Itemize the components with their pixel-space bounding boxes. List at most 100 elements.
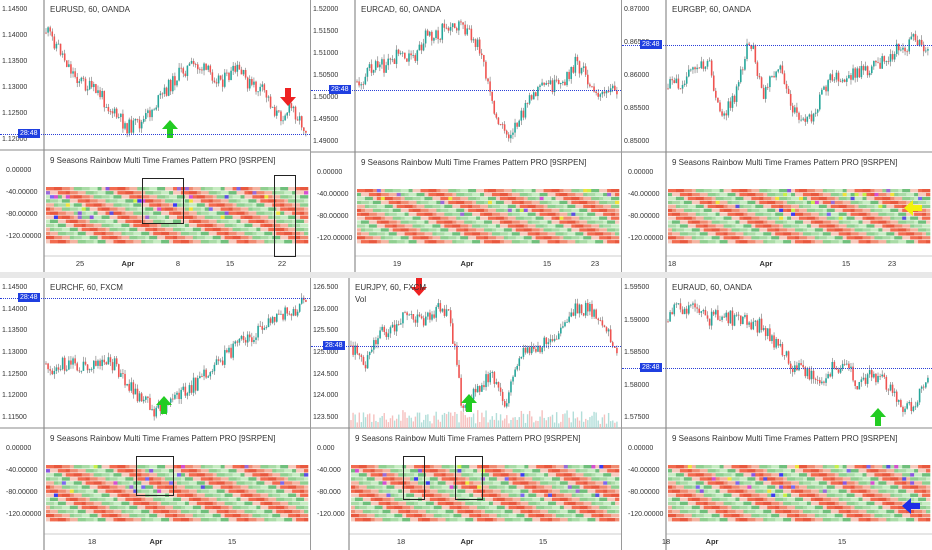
indicator-cell: [252, 203, 256, 206]
candle: [579, 304, 581, 318]
indicator-cell: [584, 469, 588, 472]
chart-canvas[interactable]: [0, 0, 310, 272]
indicator-cell: [284, 502, 288, 505]
chart-canvas[interactable]: [311, 278, 621, 550]
indicator-cell: [446, 485, 450, 488]
indicator-cell: [66, 510, 70, 513]
indicator-cell: [759, 201, 763, 204]
candle: [128, 379, 130, 392]
indicator-cell: [552, 236, 556, 239]
indicator-cell: [78, 469, 82, 472]
volume-bar: [523, 414, 524, 428]
indicator-cell: [607, 240, 611, 243]
indicator-cell: [70, 199, 74, 202]
indicator-cell: [288, 518, 292, 521]
price-tick-label: 1.12500: [2, 371, 27, 378]
indicator-cell: [819, 217, 823, 220]
indicator-cell: [276, 465, 280, 468]
candle: [585, 301, 587, 319]
indicator-cell: [233, 195, 237, 198]
time-axis-label: 23: [888, 259, 896, 268]
indicator-cell: [583, 220, 587, 223]
indicator-cell: [576, 465, 580, 468]
indicator-cell: [385, 205, 389, 208]
candle: [359, 353, 361, 359]
indicator-cell: [241, 506, 245, 509]
indicator-cell: [106, 506, 110, 509]
chart-panel-eurjpy[interactable]: EURJPY, 60, FXCMVol9 Seasons Rainbow Mul…: [311, 278, 621, 550]
indicator-cell: [386, 473, 390, 476]
indicator-cell: [480, 205, 484, 208]
chart-canvas[interactable]: [0, 278, 310, 550]
indicator-cell: [110, 502, 114, 505]
chart-panel-eurcad[interactable]: EURCAD, 60, OANDA9 Seasons Rainbow Multi…: [311, 0, 621, 272]
indicator-cell: [692, 228, 696, 231]
indicator-cell: [110, 224, 114, 227]
indicator-cell: [46, 510, 50, 513]
indicator-cell: [213, 481, 217, 484]
indicator-cell: [851, 213, 855, 216]
indicator-cell: [74, 216, 78, 219]
indicator-cell: [121, 481, 125, 484]
indicator-cell: [365, 232, 369, 235]
indicator-cell: [739, 201, 743, 204]
indicator-cell: [712, 236, 716, 239]
chart-panel-eurusd[interactable]: EURUSD, 60, OANDA9 Seasons Rainbow Multi…: [0, 0, 310, 272]
indicator-cell: [386, 469, 390, 472]
indicator-cell: [296, 216, 300, 219]
indicator-cell: [300, 514, 304, 517]
indicator-cell: [268, 485, 272, 488]
indicator-cell: [540, 224, 544, 227]
indicator-cell: [704, 224, 708, 227]
chart-canvas[interactable]: [311, 0, 621, 272]
candle: [214, 77, 216, 83]
indicator-cell: [615, 217, 619, 220]
indicator-cell: [803, 189, 807, 192]
indicator-cell: [284, 465, 288, 468]
indicator-cell: [696, 213, 700, 216]
indicator-cell: [361, 232, 365, 235]
indicator-cell: [381, 213, 385, 216]
indicator-cell: [696, 217, 700, 220]
indicator-cell: [460, 236, 464, 239]
volume-bar: [427, 414, 428, 428]
indicator-cell: [197, 502, 201, 505]
indicator-cell: [213, 465, 217, 468]
candle: [419, 312, 421, 317]
indicator-cell: [177, 228, 181, 231]
indicator-cell: [516, 232, 520, 235]
candle: [823, 86, 825, 90]
indicator-cell: [405, 228, 409, 231]
candle: [421, 314, 423, 320]
indicator-cell: [225, 465, 229, 468]
indicator-cell: [50, 485, 54, 488]
indicator-cell: [225, 240, 229, 243]
candle: [599, 93, 601, 101]
indicator-cell: [129, 494, 133, 497]
indicator-cell: [563, 213, 567, 216]
candle: [400, 319, 402, 325]
indicator-cell: [559, 201, 563, 204]
indicator-cell: [225, 485, 229, 488]
indicator-cell: [926, 201, 930, 204]
chart-canvas[interactable]: [622, 0, 932, 272]
indicator-cell: [571, 228, 575, 231]
indicator-cell: [383, 469, 387, 472]
indicator-cell: [759, 197, 763, 200]
chart-panel-eurgbp[interactable]: EURGBP, 60, OANDA9 Seasons Rainbow Multi…: [622, 0, 932, 272]
indicator-cell: [373, 213, 377, 216]
indicator-cell: [252, 489, 256, 492]
indicator-cell: [70, 187, 74, 190]
indicator-cell: [468, 228, 472, 231]
indicator-cell: [732, 205, 736, 208]
candle: [93, 360, 95, 373]
indicator-cell: [843, 228, 847, 231]
indicator-cell: [209, 502, 213, 505]
indicator-cell: [843, 209, 847, 212]
indicator-cell: [500, 220, 504, 223]
candle: [390, 325, 392, 337]
candle: [711, 59, 713, 78]
indicator-cell: [66, 195, 70, 198]
chart-panel-eurchf[interactable]: EURCHF, 60, FXCM9 Seasons Rainbow Multi …: [0, 278, 310, 550]
indicator-cell: [835, 224, 839, 227]
